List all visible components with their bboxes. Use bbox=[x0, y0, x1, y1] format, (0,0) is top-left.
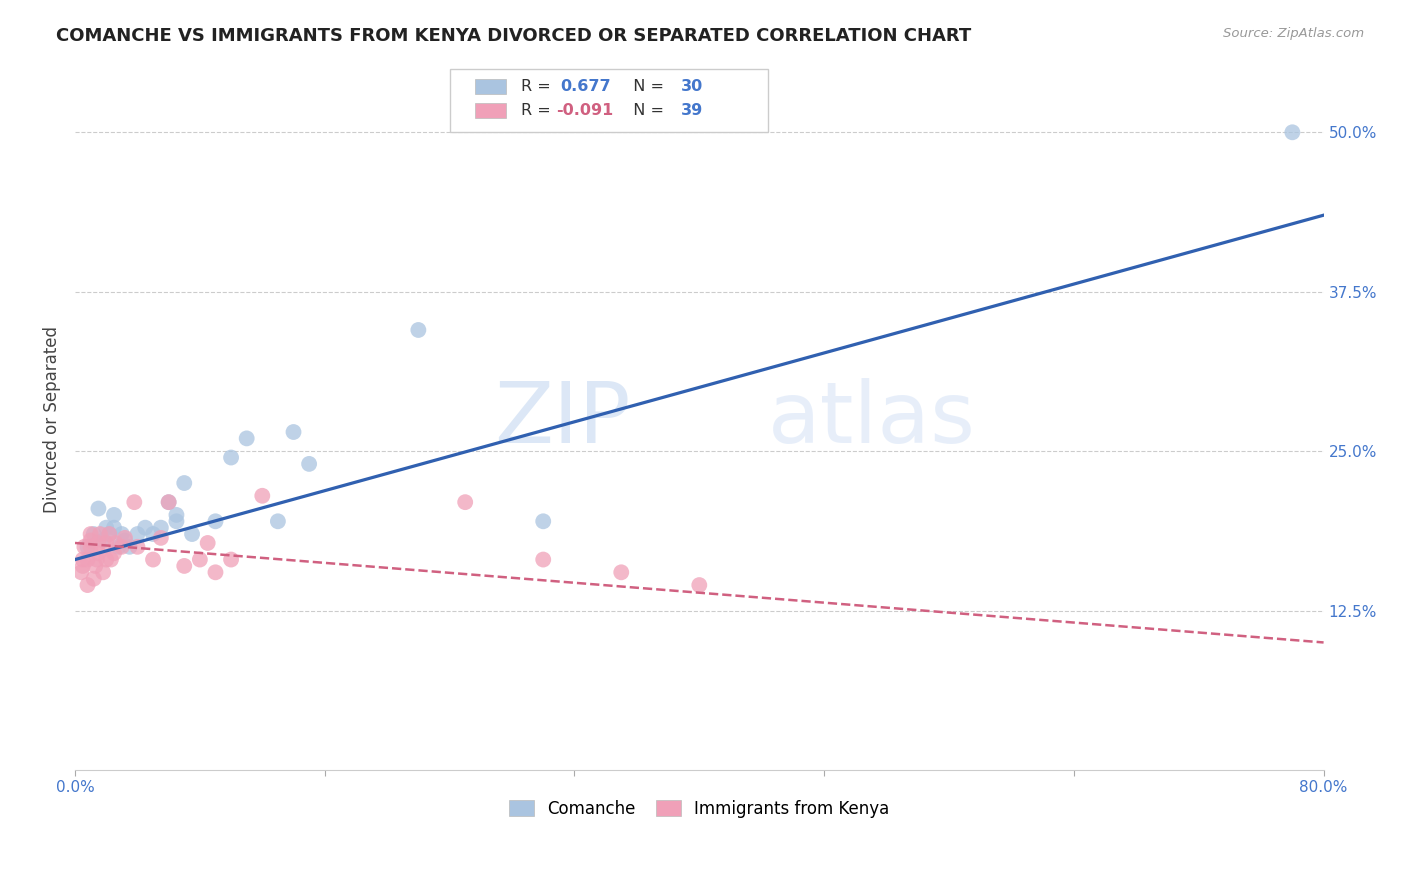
Text: R =: R = bbox=[520, 103, 555, 118]
Point bbox=[181, 527, 204, 541]
Point bbox=[127, 527, 149, 541]
Point bbox=[114, 533, 136, 548]
Point bbox=[79, 533, 101, 548]
Point bbox=[531, 514, 554, 528]
Point bbox=[166, 508, 188, 522]
Text: N =: N = bbox=[623, 79, 669, 95]
Point bbox=[127, 540, 149, 554]
Point bbox=[1281, 125, 1303, 139]
Point bbox=[104, 536, 127, 550]
Point bbox=[267, 514, 290, 528]
Point bbox=[91, 566, 114, 580]
Point bbox=[531, 552, 554, 566]
Point bbox=[87, 546, 110, 560]
Point bbox=[76, 578, 98, 592]
Text: COMANCHE VS IMMIGRANTS FROM KENYA DIVORCED OR SEPARATED CORRELATION CHART: COMANCHE VS IMMIGRANTS FROM KENYA DIVORC… bbox=[56, 27, 972, 45]
Point bbox=[86, 552, 108, 566]
Point bbox=[98, 527, 121, 541]
Text: -0.091: -0.091 bbox=[555, 103, 613, 118]
Text: 30: 30 bbox=[681, 79, 703, 95]
Point bbox=[157, 495, 180, 509]
Point bbox=[76, 552, 98, 566]
Point bbox=[83, 572, 105, 586]
FancyBboxPatch shape bbox=[475, 103, 506, 119]
Point bbox=[107, 540, 129, 554]
Legend: Comanche, Immigrants from Kenya: Comanche, Immigrants from Kenya bbox=[502, 794, 896, 825]
Point bbox=[72, 552, 94, 566]
Point bbox=[149, 521, 172, 535]
Text: R =: R = bbox=[520, 79, 555, 95]
Point bbox=[173, 558, 195, 573]
Point bbox=[219, 450, 242, 465]
Text: 0.677: 0.677 bbox=[561, 79, 612, 95]
Point bbox=[298, 457, 321, 471]
Point bbox=[204, 566, 226, 580]
Point bbox=[103, 508, 125, 522]
Point bbox=[70, 566, 93, 580]
Point bbox=[103, 521, 125, 535]
Point bbox=[84, 558, 107, 573]
Point bbox=[149, 531, 172, 545]
Point bbox=[87, 501, 110, 516]
Point bbox=[610, 566, 633, 580]
FancyBboxPatch shape bbox=[450, 69, 768, 132]
Text: ZIP: ZIP bbox=[494, 377, 631, 461]
Point bbox=[118, 540, 141, 554]
Point bbox=[408, 323, 430, 337]
Point bbox=[87, 536, 110, 550]
Text: N =: N = bbox=[623, 103, 669, 118]
Point bbox=[197, 536, 219, 550]
Point bbox=[79, 527, 101, 541]
Point bbox=[96, 536, 118, 550]
Point bbox=[283, 425, 305, 439]
Point bbox=[124, 495, 146, 509]
Point bbox=[142, 552, 165, 566]
Point bbox=[111, 527, 134, 541]
Point bbox=[79, 540, 101, 554]
Point bbox=[235, 431, 257, 445]
FancyBboxPatch shape bbox=[475, 79, 506, 95]
Point bbox=[142, 527, 165, 541]
Point bbox=[454, 495, 477, 509]
Text: 39: 39 bbox=[681, 103, 703, 118]
Point bbox=[173, 476, 195, 491]
Point bbox=[73, 540, 96, 554]
Point bbox=[96, 521, 118, 535]
Point bbox=[76, 540, 98, 554]
Text: Source: ZipAtlas.com: Source: ZipAtlas.com bbox=[1223, 27, 1364, 40]
Point bbox=[166, 514, 188, 528]
Point bbox=[100, 552, 122, 566]
Point bbox=[91, 533, 114, 548]
Point bbox=[96, 552, 118, 566]
Point bbox=[157, 495, 180, 509]
Point bbox=[688, 578, 710, 592]
Point bbox=[134, 521, 156, 535]
Point bbox=[114, 531, 136, 545]
Point bbox=[111, 540, 134, 554]
Text: atlas: atlas bbox=[768, 377, 976, 461]
Point bbox=[89, 527, 111, 541]
Point bbox=[188, 552, 211, 566]
Point bbox=[98, 527, 121, 541]
Point bbox=[83, 527, 105, 541]
Point bbox=[103, 546, 125, 560]
Point bbox=[219, 552, 242, 566]
Y-axis label: Divorced or Separated: Divorced or Separated bbox=[44, 326, 60, 513]
Point bbox=[72, 558, 94, 573]
Point bbox=[252, 489, 274, 503]
Point bbox=[204, 514, 226, 528]
